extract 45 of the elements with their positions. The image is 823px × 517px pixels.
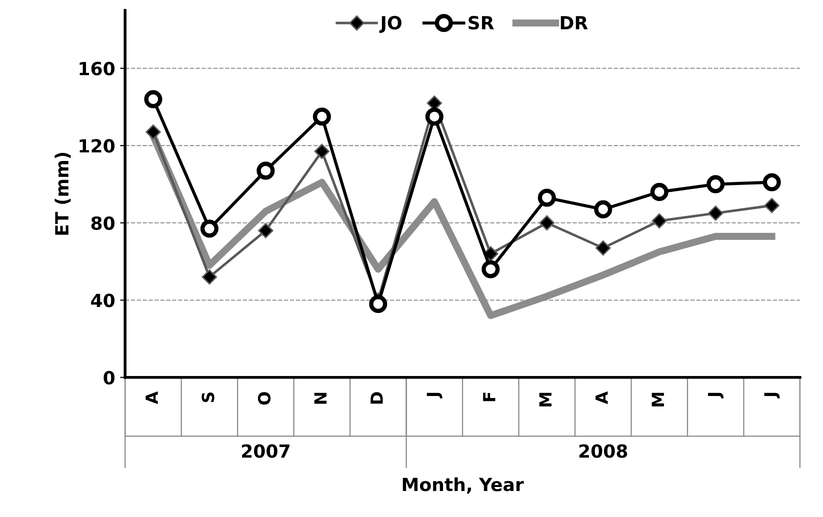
- y-tick-label: 0: [104, 370, 115, 385]
- point: [314, 144, 330, 159]
- point: [258, 223, 274, 238]
- point: [764, 198, 780, 214]
- point: [706, 175, 725, 194]
- x-tick-label: N: [314, 392, 327, 404]
- legend-label: JO: [379, 16, 402, 33]
- x-tick-label: J: [708, 392, 724, 398]
- x-tick-label: A: [596, 391, 608, 404]
- point: [708, 206, 724, 221]
- point: [538, 188, 556, 207]
- legend-label: SR: [468, 16, 494, 30]
- y-axis-title: ET (mm): [54, 152, 71, 235]
- point: [482, 260, 500, 278]
- point: [256, 162, 275, 180]
- x-tick-label: M: [652, 392, 664, 406]
- point: [369, 294, 388, 314]
- y-tick-label: 80: [91, 216, 115, 230]
- y-tick-label: 40: [91, 294, 115, 308]
- x-tick-label: S: [202, 392, 214, 402]
- x-tick-label: J: [426, 392, 442, 398]
- y-tick-label: 160: [80, 62, 115, 76]
- point: [425, 108, 444, 126]
- point: [596, 240, 611, 256]
- point: [652, 213, 667, 228]
- y-tick-label: 120: [80, 139, 115, 153]
- x-tick-label: A: [146, 391, 158, 404]
- x-axis-title: Month, Year: [402, 477, 524, 494]
- x-tick-label: M: [539, 392, 552, 406]
- point: [146, 124, 161, 140]
- point: [200, 220, 218, 238]
- point: [312, 108, 331, 126]
- x-tick-label: O: [258, 392, 271, 405]
- legend-label: DR: [560, 16, 588, 30]
- point: [762, 173, 781, 192]
- x-tick-label: J: [764, 392, 780, 398]
- point: [539, 215, 554, 230]
- text: 2007: [242, 444, 290, 458]
- x-tick-label: D: [370, 392, 383, 404]
- text: 2008: [579, 444, 628, 458]
- point: [202, 269, 218, 285]
- x-tick-label: F: [483, 392, 496, 402]
- point: [144, 90, 162, 108]
- point: [594, 200, 612, 218]
- point: [650, 182, 668, 201]
